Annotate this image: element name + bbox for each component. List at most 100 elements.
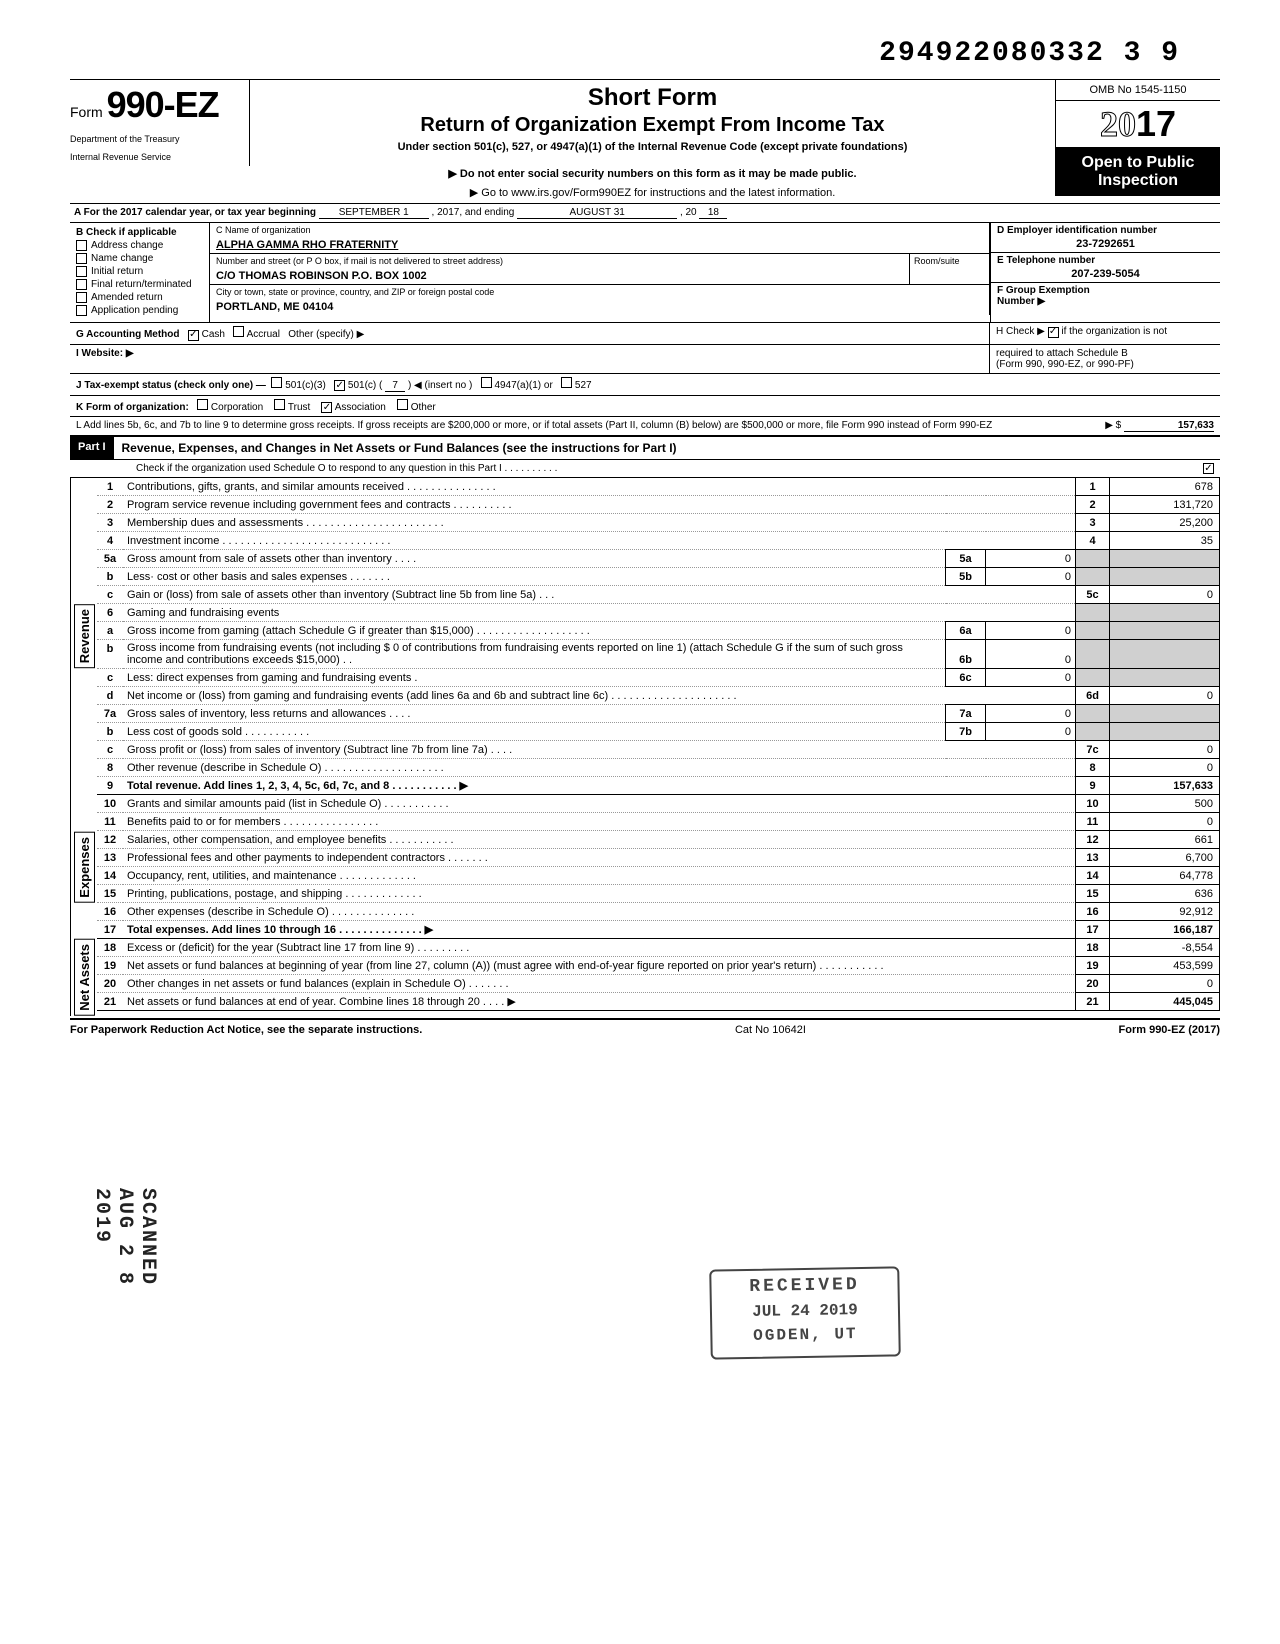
i-label: I Website: ▶ [76,348,134,359]
footer-right: Form 990-EZ (2017) [1119,1024,1220,1036]
chk-amended-return[interactable]: Amended return [76,292,203,303]
line-a-mid: , 2017, and ending [432,207,515,218]
chk-name-change[interactable]: Name change [76,253,203,264]
open-line2: Inspection [1060,172,1216,190]
l-text: L Add lines 5b, 6c, and 7b to line 9 to … [76,420,1064,432]
col-b: B Check if applicable Address change Nam… [70,223,210,322]
netassets-side-label: Net Assets [71,939,97,1016]
title-short-form: Short Form [258,84,1047,112]
ssn-notice: ▶ Do not enter social security numbers o… [258,167,1047,180]
col-b-header: B Check if applicable [76,227,203,238]
row-g-h: G Accounting Method ✓ Cash Accrual Other… [70,323,1220,345]
expenses-side-label: Expenses [71,795,97,939]
dept-irs: Internal Revenue Service [70,152,243,162]
received-stamp: RECEIVED JUL 24 2019 OGDEN, UT [709,1266,901,1359]
row-i: I Website: ▶ [70,345,990,373]
row-j: J Tax-exempt status (check only one) — 5… [70,374,1220,396]
expenses-section: Expenses 10Grants and similar amounts pa… [70,795,1220,939]
part1-header: Part I Revenue, Expenses, and Changes in… [70,436,1220,460]
chk-h[interactable]: ✓ [1048,327,1059,338]
part1-title: Revenue, Expenses, and Changes in Net As… [114,437,1220,459]
chk-final-return[interactable]: Final return/terminated [76,279,203,290]
row-l: L Add lines 5b, 6c, and 7b to line 9 to … [70,417,1220,436]
part1-tag: Part I [70,437,114,459]
year-bold: 17 [1136,103,1176,144]
row-k: K Form of organization: Corporation Trus… [70,396,1220,418]
netassets-section: Net Assets 18Excess or (deficit) for the… [70,939,1220,1016]
j-cnum: 7 [385,380,405,392]
document-id: 294922080332 3 9 [70,38,1220,69]
chk-4947[interactable] [481,377,492,388]
form-number-big: 990-EZ [107,84,219,125]
g-label: G Accounting Method [76,329,180,340]
c-name-label: C Name of organization [210,223,989,237]
page-footer: For Paperwork Reduction Act Notice, see … [70,1018,1220,1036]
form-990ez-page: 294922080332 3 9 Form 990-EZ Department … [70,38,1220,1036]
room-suite-label: Room/suite [910,254,990,284]
f-label: F Group Exemption [997,285,1214,296]
footer-mid: Cat No 10642I [735,1024,806,1036]
org-street: C/O THOMAS ROBINSON P.O. BOX 1002 [210,268,909,284]
ein-label: D Employer identification number [997,225,1214,236]
line-a-tail: , 20 [680,207,697,218]
c-city-label: City or town, state or province, country… [210,285,989,299]
ein-value: 23-7292651 [997,236,1214,250]
subtitle: Under section 501(c), 527, or 4947(a)(1)… [258,141,1047,153]
tel-value: 207-239-5054 [997,266,1214,280]
revenue-table: 1Contributions, gifts, grants, and simil… [97,478,1220,795]
form-label: Form [70,104,103,120]
chk-527[interactable] [561,377,572,388]
form-header: Form 990-EZ Department of the Treasury I… [70,79,1220,204]
stamp-received-label: RECEIVED [715,1274,893,1297]
line-a-end: AUGUST 31 [517,207,677,219]
expenses-table: 10Grants and similar amounts paid (list … [97,795,1220,939]
chk-501c[interactable]: ✓ [334,380,345,391]
part1-check-text: Check if the organization used Schedule … [76,463,1203,474]
chk-accrual[interactable] [233,326,244,337]
header-left: Form 990-EZ Department of the Treasury I… [70,80,250,166]
chk-address-change[interactable]: Address change [76,240,203,251]
scanned-stamp: SCANNED AUG 2 8 2019 [90,1188,159,1286]
open-to-public: Open to Public Inspection [1056,148,1220,196]
dept-treasury: Department of the Treasury [70,134,243,144]
chk-cash[interactable]: ✓ [188,330,199,341]
row-g: G Accounting Method ✓ Cash Accrual Other… [70,323,990,344]
chk-501c3[interactable] [271,377,282,388]
stamp-received-city: OGDEN, UT [716,1324,894,1345]
chk-initial-return[interactable]: Initial return [76,266,203,277]
chk-corp[interactable] [197,399,208,410]
line-a-label: A For the 2017 calendar year, or tax yea… [74,207,316,218]
omb-number: OMB No 1545-1150 [1056,80,1220,101]
chk-assoc[interactable]: ✓ [321,402,332,413]
revenue-side-label: Revenue [71,478,97,795]
line-a-yy: 18 [699,207,727,219]
row-i-h2: I Website: ▶ required to attach Schedule… [70,345,1220,374]
stamp-received-date: JUL 24 2019 [716,1300,894,1321]
k-label: K Form of organization: [76,402,189,413]
line-a: A For the 2017 calendar year, or tax yea… [70,204,1220,223]
header-center: Short Form Return of Organization Exempt… [250,80,1055,203]
col-c: C Name of organization ALPHA GAMMA RHO F… [210,223,990,322]
row-h2: required to attach Schedule B (Form 990,… [990,345,1220,373]
org-city: PORTLAND, ME 04104 [210,299,989,315]
j-label: J Tax-exempt status (check only one) — [76,380,266,391]
c-street-label: Number and street (or P O box, if mail i… [210,254,909,268]
netassets-table: 18Excess or (deficit) for the year (Subt… [97,939,1220,1011]
f-label2: Number ▶ [997,296,1214,307]
chk-part1-scho[interactable]: ✓ [1203,463,1214,474]
l-arrow: ▶ $ [1105,420,1121,431]
tel-label: E Telephone number [997,255,1214,266]
tax-year: 2017 [1056,101,1220,148]
year-prefix: 20 [1100,104,1136,144]
footer-left: For Paperwork Reduction Act Notice, see … [70,1024,422,1036]
header-right: OMB No 1545-1150 2017 Open to Public Ins… [1055,80,1220,196]
org-name: ALPHA GAMMA RHO FRATERNITY [210,237,989,253]
chk-other[interactable] [397,399,408,410]
chk-application-pending[interactable]: Application pending [76,305,203,316]
title-return: Return of Organization Exempt From Incom… [258,114,1047,137]
l-val: 157,633 [1124,420,1214,432]
row-h: H Check ▶ ✓ if the organization is not [990,323,1220,344]
block-bcd: B Check if applicable Address change Nam… [70,223,1220,323]
goto-url: ▶ Go to www.irs.gov/Form990EZ for instru… [258,186,1047,199]
chk-trust[interactable] [274,399,285,410]
